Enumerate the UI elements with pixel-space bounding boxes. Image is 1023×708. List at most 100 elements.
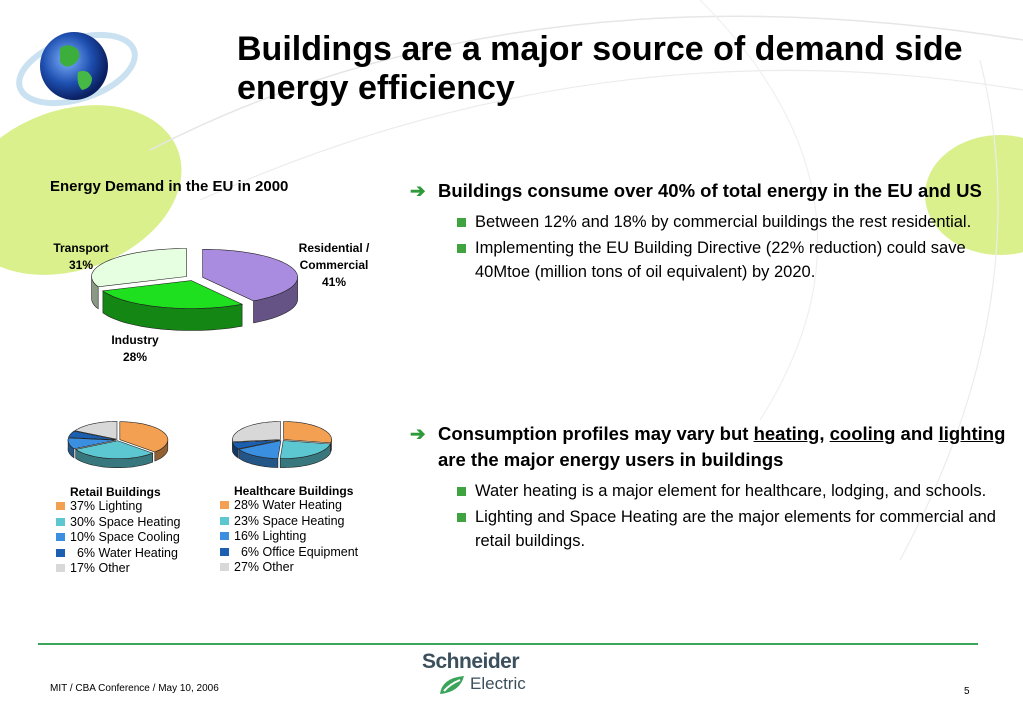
legend-label: 28% Water Heating	[234, 498, 342, 512]
pie-label-residential: Residential / Commercial 41%	[290, 240, 378, 291]
swoosh-line	[899, 59, 999, 561]
lighting-keyword: lighting	[938, 423, 1006, 444]
square-bullet-icon	[457, 218, 466, 227]
bullet-level-1: ➔ Consumption profiles may vary but heat…	[410, 421, 1010, 473]
square-bullet-icon	[457, 244, 466, 253]
square-bullet-icon	[457, 487, 466, 496]
main-pie-slice	[91, 248, 187, 288]
pie-label-percent: 28%	[122, 350, 148, 364]
arrow-right-icon: ➔	[410, 423, 426, 444]
swoosh-line	[149, 15, 1023, 151]
pie-label-name: Residential /	[298, 241, 370, 255]
globe-icon	[16, 31, 138, 107]
legend-swatch	[56, 548, 65, 557]
right-leaf-shape	[925, 135, 1023, 255]
legend-swatch	[56, 502, 65, 510]
healthcare-legend: Healthcare Buildings 28% Water Heating 23…	[220, 484, 390, 576]
retail-pie-slice	[68, 430, 117, 441]
legend-label: 10% Space Cooling	[70, 530, 180, 544]
legend-swatch	[220, 516, 229, 525]
schneider-logo: Schneider Electric	[420, 650, 550, 698]
footer-text: MIT / CBA Conference / May 10, 2006	[50, 683, 219, 694]
retail-pie-chart	[67, 421, 169, 468]
left-leaf-shape	[0, 105, 182, 275]
legend-swatch	[220, 563, 229, 571]
bullet-text: and	[895, 423, 939, 444]
bullet-text: Consumption profiles may vary but	[438, 423, 754, 444]
legend-label: 37% Lighting	[70, 499, 143, 513]
logo-word-electric: Electric	[470, 674, 526, 693]
healthcare-pie-slice	[279, 440, 331, 459]
retail-legend-item: 10% Space Cooling	[56, 530, 206, 546]
bullet-text: are the major energy users in buildings	[438, 449, 784, 470]
healthcare-legend-item: 28% Water Heating	[220, 498, 390, 514]
logo-word-schneider: Schneider	[422, 650, 520, 673]
heating-keyword: heating	[753, 423, 820, 444]
pie-label-transport: Transport 31%	[48, 240, 114, 274]
retail-pie-slice	[74, 440, 154, 459]
bullet-text: ,	[819, 423, 830, 444]
legend-label: 16% Lighting	[234, 529, 307, 543]
healthcare-pie-slice	[238, 440, 282, 459]
bullet-level-2: Lighting and Space Heating are the major…	[410, 505, 1010, 553]
healthcare-pie-slice	[232, 439, 281, 450]
legend-swatch	[56, 564, 65, 572]
legend-label: 30% Space Heating	[70, 514, 181, 529]
healthcare-legend-item: 6% Office Equipment	[220, 545, 390, 561]
pie-label-name: Transport	[53, 241, 109, 255]
bullet-block-2: ➔ Consumption profiles may vary but heat…	[410, 421, 1010, 553]
main-chart-title: Energy Demand in the EU in 2000	[50, 178, 289, 195]
bullet-level-2: Implementing the EU Building Directive (…	[410, 236, 1010, 284]
bullet-text: Lighting and Space Heating are the major…	[475, 508, 996, 550]
slide-title: Buildings are a major source of demand s…	[237, 30, 963, 107]
bullet-block-1: ➔ Buildings consume over 40% of total en…	[410, 178, 1010, 284]
healthcare-legend-item: 23% Space Heating	[220, 514, 390, 530]
bullet-level-2: Between 12% and 18% by commercial buildi…	[410, 210, 1010, 234]
bullet-text: Buildings consume over 40% of total ener…	[438, 180, 982, 201]
retail-legend-item: 17% Other	[56, 561, 206, 577]
retail-legend-item: 30% Space Heating	[56, 515, 206, 531]
healthcare-legend-item: 27% Other	[220, 560, 390, 576]
healthcare-pie-slice	[283, 421, 332, 444]
healthcare-pie-chart	[232, 421, 332, 468]
retail-legend: Retail Buildings 37% Lighting 30% Space H…	[56, 485, 206, 577]
retail-pie-slice	[67, 437, 117, 450]
healthcare-legend-title: Healthcare Buildings	[234, 484, 354, 498]
retail-pie-slice	[119, 421, 169, 453]
legend-label: 6% Office Equipment	[234, 544, 359, 559]
legend-label: 23% Space Heating	[234, 513, 345, 528]
retail-legend-item: 37% Lighting	[56, 499, 206, 515]
legend-label: 17% Other	[70, 561, 130, 575]
legend-label: 6% Water Heating	[70, 545, 178, 560]
retail-pie-slice	[74, 421, 118, 440]
main-pie-slice	[102, 280, 244, 309]
main-pie-chart	[91, 248, 298, 331]
square-bullet-icon	[457, 513, 466, 522]
legend-label: 27% Other	[234, 560, 294, 574]
healthcare-pie-slice	[232, 421, 281, 443]
main-pie-slice	[202, 249, 298, 302]
footer-divider	[38, 643, 978, 645]
pie-label-percent: 31%	[68, 258, 94, 272]
retail-legend-item: 6% Water Heating	[56, 546, 206, 562]
bullet-level-1: ➔ Buildings consume over 40% of total en…	[410, 178, 1010, 204]
swoosh-line	[699, 0, 819, 421]
bullet-text: Between 12% and 18% by commercial buildi…	[475, 213, 972, 231]
legend-swatch	[56, 517, 65, 526]
cooling-keyword: cooling	[829, 423, 896, 444]
healthcare-legend-item: 16% Lighting	[220, 529, 390, 545]
arrow-right-icon: ➔	[410, 180, 426, 201]
swoosh-line	[199, 69, 1023, 201]
legend-swatch	[220, 532, 229, 540]
legend-swatch	[56, 533, 65, 541]
bullet-level-2: Water heating is a major element for hea…	[410, 479, 1010, 503]
pie-label-name: Industry	[111, 333, 159, 347]
retail-legend-title: Retail Buildings	[70, 485, 161, 499]
pie-label-name-2: Commercial	[299, 258, 369, 272]
bullet-text: Implementing the EU Building Directive (…	[475, 239, 966, 281]
pie-label-industry: Industry 28%	[104, 332, 166, 366]
page-number: 5	[964, 686, 970, 697]
pie-label-percent: 41%	[321, 275, 347, 289]
bullet-text: Water heating is a major element for hea…	[475, 482, 987, 500]
